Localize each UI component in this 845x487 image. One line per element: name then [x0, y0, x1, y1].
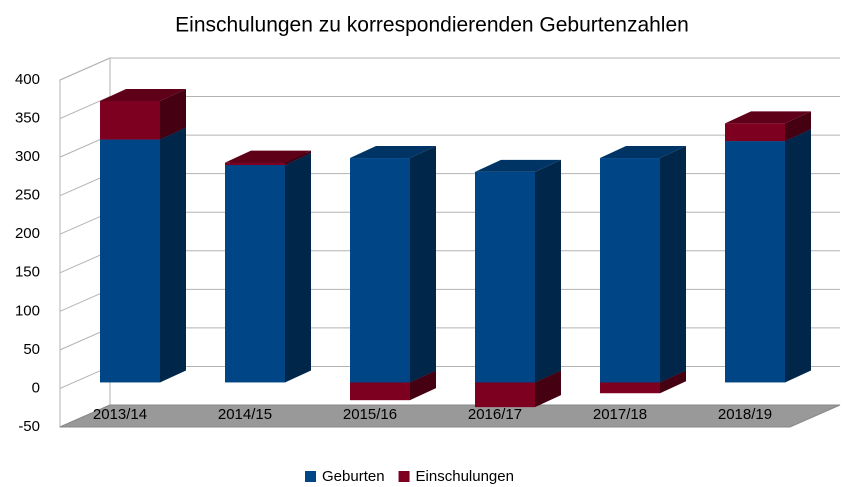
y-tick-label: 250: [15, 187, 40, 204]
bar: [725, 111, 811, 142]
bar: [225, 150, 311, 165]
x-tick-label: 2015/16: [343, 406, 397, 423]
y-tick-label: 200: [15, 225, 40, 242]
bar-face: [600, 382, 660, 394]
bar-face: [475, 382, 535, 408]
grid-line: [59, 57, 840, 81]
bar-face: [225, 164, 285, 383]
bar: [350, 146, 436, 383]
bar-face: [350, 146, 436, 159]
bar: [725, 129, 811, 383]
bar-face: [225, 162, 285, 165]
bar-face: [725, 141, 785, 383]
bar-face: [785, 111, 811, 142]
bar: [225, 152, 311, 383]
x-tick-label: 2013/14: [93, 406, 147, 423]
bar-face: [160, 127, 186, 383]
bar-face: [100, 139, 160, 383]
bar-face: [350, 158, 410, 383]
y-tick-label: 300: [15, 148, 40, 165]
bar-face: [725, 111, 811, 124]
bar: [600, 146, 686, 383]
bar-face: [410, 370, 436, 401]
bar-face: [535, 159, 561, 383]
bar-face: [600, 146, 686, 159]
x-tick-label: 2014/15: [218, 406, 272, 423]
bar-face: [410, 146, 436, 383]
bar-face: [660, 146, 686, 383]
bar: [100, 127, 186, 383]
floor: [59, 404, 841, 428]
bar-face: [600, 158, 660, 383]
bar-face: [285, 150, 311, 165]
bar-face: [535, 370, 561, 408]
y-tick-label: 400: [15, 71, 40, 88]
legend-label: Einschulungen: [416, 468, 514, 485]
legend-label: Geburten: [322, 468, 385, 485]
chart-title: Einschulungen zu korrespondierenden Gebu…: [175, 14, 689, 37]
x-tick-label: 2017/18: [593, 406, 647, 423]
y-tick-label: -50: [18, 418, 40, 435]
bar-face: [160, 88, 186, 140]
y-tick-label: 0: [32, 379, 40, 396]
bar-face: [225, 150, 311, 163]
bar: [100, 88, 186, 140]
bar-face: [475, 159, 561, 172]
y-tick-label: 350: [15, 110, 40, 127]
bar-face: [100, 88, 186, 101]
bar-face: [475, 171, 535, 383]
legend-swatch: [305, 471, 316, 482]
legend-swatch: [398, 471, 410, 482]
bar-face: [100, 100, 160, 140]
x-tick-label: 2018/19: [718, 406, 772, 423]
x-tick-label: 2016/17: [468, 406, 522, 423]
bar-face: [285, 152, 311, 383]
y-tick-label: 150: [15, 264, 40, 281]
bar: [475, 159, 561, 383]
y-tick-label: 50: [23, 341, 40, 358]
bar-face: [725, 123, 785, 142]
y-tick-label: 100: [15, 302, 40, 319]
bar-face: [350, 382, 410, 401]
bar-face: [660, 370, 686, 394]
bar-face: [785, 129, 811, 383]
